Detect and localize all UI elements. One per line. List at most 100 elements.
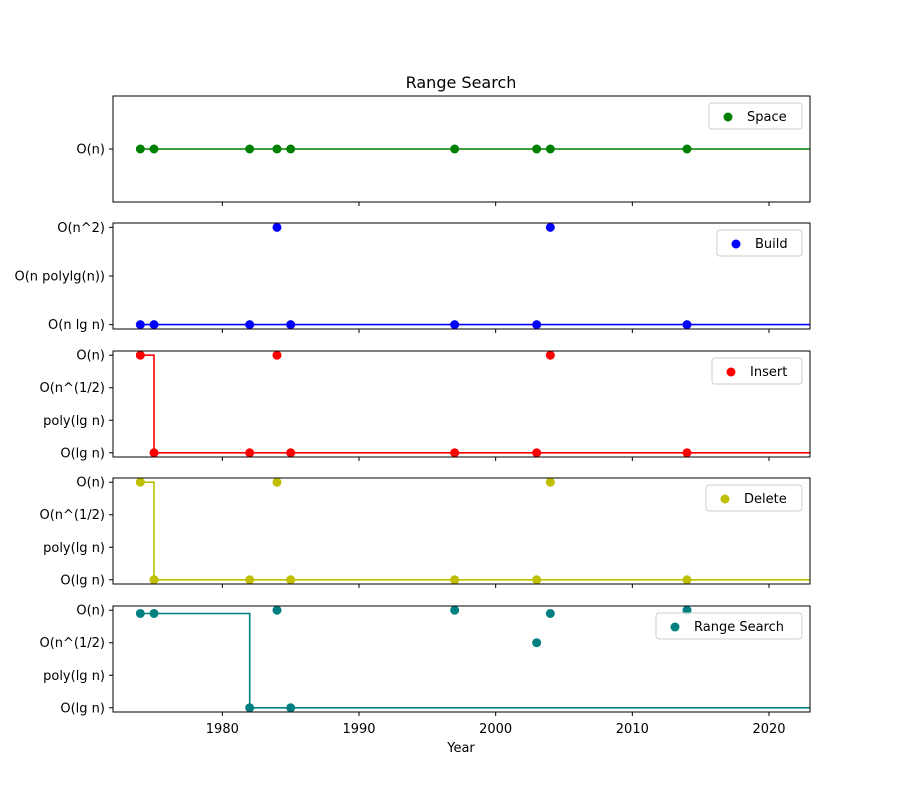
- data-point: [682, 144, 692, 154]
- data-point: [545, 477, 555, 487]
- legend-marker: [726, 367, 736, 377]
- data-point: [532, 320, 542, 330]
- legend-marker: [670, 622, 680, 632]
- y-tick-label: O(n^(1/2): [39, 508, 105, 523]
- legend-box: [655, 612, 803, 640]
- data-point: [532, 144, 542, 154]
- y-tick-label: poly(lg n): [43, 414, 105, 429]
- legend-box: [716, 229, 803, 257]
- data-point: [532, 575, 542, 585]
- x-tick-label: 1990: [342, 722, 375, 737]
- data-point: [545, 144, 555, 154]
- y-tick-label: O(n lg n): [48, 318, 105, 333]
- data-point: [286, 320, 296, 330]
- subplot-range-search: O(lg n) poly(lg n) O(n^(1/2) O(n) 1980 1990 20…: [39, 604, 811, 737]
- data-point: [545, 608, 555, 618]
- y-tick-label: O(n): [76, 143, 105, 158]
- y-tick-label: O(n^2): [57, 221, 105, 236]
- subplot-insert: O(lg n) poly(lg n) O(n^(1/2) O(n) Insert: [39, 349, 811, 461]
- legend-label: Space: [747, 110, 787, 125]
- data-point: [682, 320, 692, 330]
- data-point: [272, 144, 282, 154]
- legend: Delete: [705, 484, 803, 512]
- y-tick-label: O(n): [76, 349, 105, 364]
- x-tick-label: 2000: [479, 722, 512, 737]
- data-point: [272, 222, 282, 232]
- legend-label: Range Search: [694, 620, 784, 635]
- panels: O(n) Space O(n lg n) O(n polylg(n)) O(n^2) Bu…: [14, 95, 811, 737]
- y-tick-label: O(n): [76, 476, 105, 491]
- y-tick-label: O(lg n): [60, 573, 105, 588]
- subplot-delete: O(lg n) poly(lg n) O(n^(1/2) O(n) Delete: [39, 476, 811, 588]
- axes-frame: [112, 95, 811, 203]
- data-point: [272, 350, 282, 360]
- legend-box: [708, 102, 803, 130]
- data-point: [450, 575, 460, 585]
- data-point: [286, 144, 296, 154]
- data-point: [450, 448, 460, 458]
- y-tick-label: O(n): [76, 604, 105, 619]
- legend-marker: [723, 112, 733, 122]
- data-point: [245, 448, 255, 458]
- data-point: [135, 477, 145, 487]
- data-point: [135, 320, 145, 330]
- data-point: [245, 320, 255, 330]
- legend-marker: [720, 494, 730, 504]
- data-point: [450, 605, 460, 615]
- data-point: [682, 575, 692, 585]
- data-point: [135, 350, 145, 360]
- y-tick-label: O(n polylg(n)): [14, 270, 105, 285]
- y-tick-label: O(n^(1/2): [39, 381, 105, 396]
- legend-marker: [731, 239, 741, 249]
- axes-frame: [112, 605, 811, 713]
- data-point: [532, 448, 542, 458]
- legend-box: [711, 357, 803, 385]
- axes-frame: [112, 477, 811, 585]
- y-tick-label: poly(lg n): [43, 669, 105, 684]
- data-point: [149, 144, 159, 154]
- data-point: [286, 703, 296, 713]
- data-point: [245, 144, 255, 154]
- legend: Build: [716, 229, 803, 257]
- data-point: [545, 222, 555, 232]
- subplot-space: O(n) Space: [76, 95, 811, 206]
- legend: Space: [708, 102, 803, 130]
- series-line: [140, 481, 810, 581]
- data-point: [245, 575, 255, 585]
- data-point: [682, 448, 692, 458]
- legend-label: Delete: [744, 492, 787, 507]
- series-line: [140, 612, 810, 709]
- data-point: [532, 638, 542, 648]
- axes-frame: [112, 222, 811, 330]
- legend: Range Search: [655, 612, 803, 640]
- data-point: [682, 605, 692, 615]
- data-point: [135, 144, 145, 154]
- axes-frame: [112, 350, 811, 458]
- data-point: [286, 575, 296, 585]
- y-tick-label: O(n^(1/2): [39, 636, 105, 651]
- data-point: [149, 608, 159, 618]
- data-point: [245, 703, 255, 713]
- data-point: [135, 608, 145, 618]
- data-point: [450, 320, 460, 330]
- data-point: [272, 605, 282, 615]
- y-tick-label: poly(lg n): [43, 541, 105, 556]
- subplot-build: O(n lg n) O(n polylg(n)) O(n^2) Build: [14, 221, 811, 333]
- x-axis-label: Year: [446, 741, 475, 756]
- data-point: [149, 575, 159, 585]
- legend-label: Insert: [750, 365, 787, 380]
- legend: Insert: [711, 357, 803, 385]
- y-tick-label: O(lg n): [60, 701, 105, 716]
- data-point: [286, 448, 296, 458]
- y-tick-label: O(lg n): [60, 446, 105, 461]
- legend-box: [705, 484, 803, 512]
- data-point: [149, 448, 159, 458]
- x-tick-label: 1980: [206, 722, 239, 737]
- data-point: [272, 477, 282, 487]
- data-point: [149, 320, 159, 330]
- data-point: [450, 144, 460, 154]
- data-point: [545, 350, 555, 360]
- legend-label: Build: [755, 237, 788, 252]
- x-tick-label: 2020: [752, 722, 785, 737]
